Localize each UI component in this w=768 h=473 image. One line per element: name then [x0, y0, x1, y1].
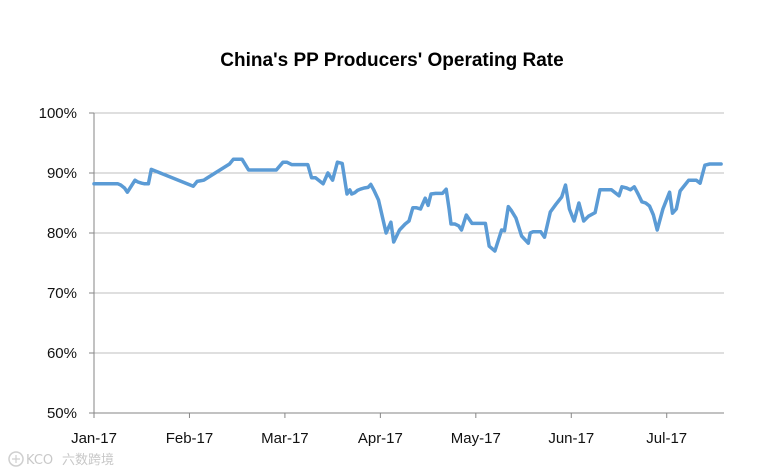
series-lines [92, 157, 723, 253]
watermark: KCO 六数跨境 [8, 451, 114, 468]
gridlines [94, 112, 724, 354]
y-tick-label: 80% [47, 225, 77, 242]
x-tick-label: Apr-17 [358, 430, 403, 447]
y-tick-label: 90% [47, 165, 77, 182]
x-tick-label: Jun-17 [548, 430, 594, 447]
watermark-text: 六数跨境 [62, 453, 114, 468]
y-tick-label: 100% [39, 105, 77, 122]
x-tick-label: Jul-17 [646, 430, 687, 447]
axes [89, 112, 724, 418]
y-tick-label: 70% [47, 285, 77, 302]
x-axis-tick-labels: Jan-17 Feb-17 Mar-17 Apr-17 May-17 Jun-17 Jul-… [71, 430, 687, 447]
x-tick-label: Mar-17 [261, 430, 309, 447]
watermark-logo-icon [8, 451, 24, 467]
watermark-logo-text: KCO [26, 453, 53, 468]
y-tick-label: 60% [47, 345, 77, 362]
y-tick-label: 50% [47, 405, 77, 422]
x-tick-label: Feb-17 [166, 430, 214, 447]
chart-title: China's PP Producers' Operating Rate [220, 50, 563, 71]
x-tick-label: May-17 [451, 430, 501, 447]
y-axis-tick-labels: 50% 60% 70% 80% 90% 100% [39, 105, 77, 422]
x-tick-label: Jan-17 [71, 430, 117, 447]
